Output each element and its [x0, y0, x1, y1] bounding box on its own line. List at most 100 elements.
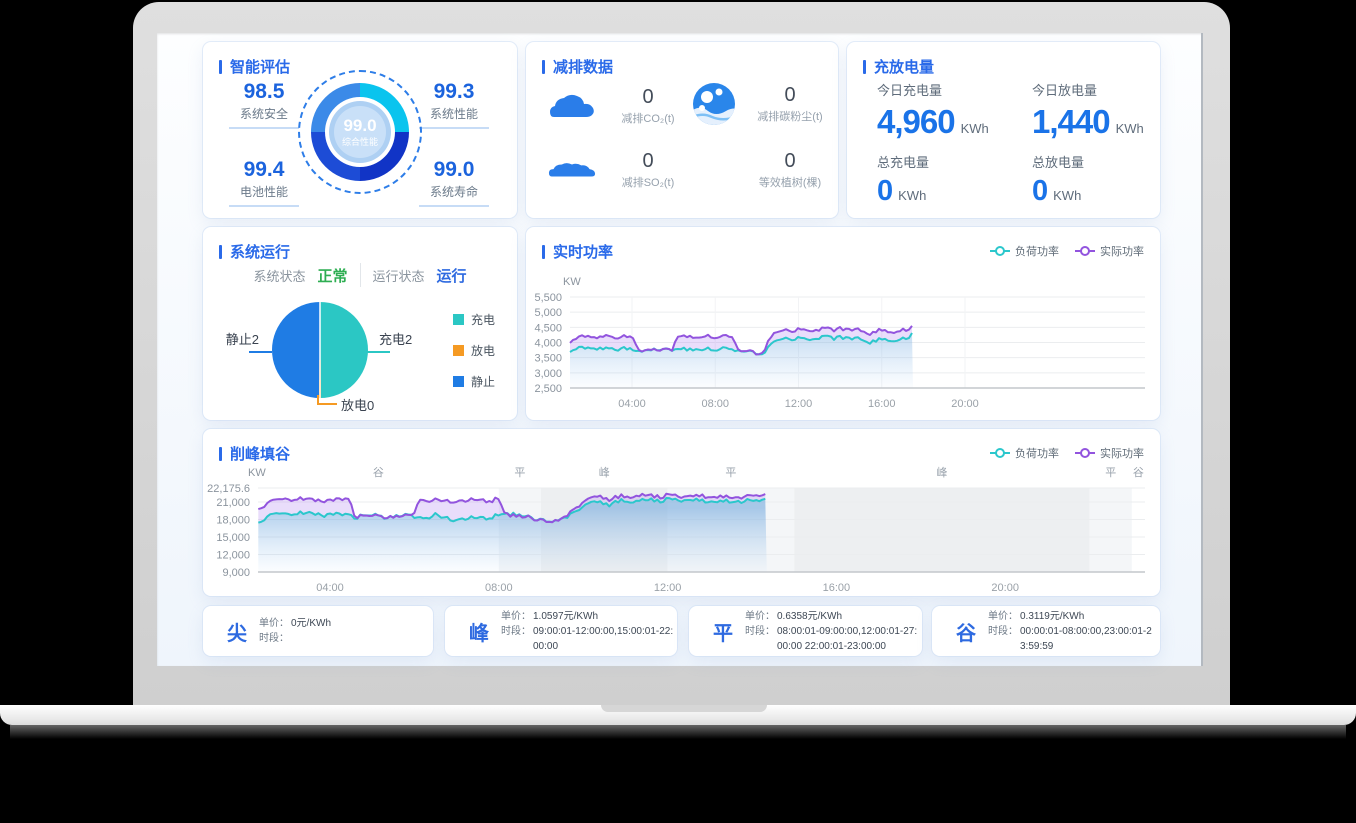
gauge-dashed-ring — [298, 70, 422, 194]
svg-text:12,000: 12,000 — [216, 550, 250, 562]
svg-text:5,000: 5,000 — [534, 307, 562, 319]
emission-value: 0 — [642, 86, 654, 108]
gauge-value: 99.0 — [343, 115, 377, 135]
stat-unit: KWh — [1115, 121, 1144, 136]
period-label: 时段： — [745, 625, 775, 637]
metric-label: 系统寿命 — [429, 185, 478, 199]
legend-item-idle[interactable]: 静止 — [453, 373, 495, 390]
stat-today-discharge: 今日放电量 1,440 KWh — [1032, 80, 1144, 141]
card-title-text: 削峰填谷 — [230, 446, 291, 463]
price-label: 单价： — [259, 618, 289, 629]
laptop-base-notch — [601, 705, 767, 712]
svg-text:16:00: 16:00 — [868, 398, 896, 410]
price-value: 1.0597元/KWh — [533, 610, 599, 622]
period-value: 00:00:01-08:00:00,23:00:01-23:59:59 — [1020, 625, 1152, 652]
title-accent-bar — [863, 59, 866, 74]
price-card-sharp: 尖 单价： 0元/KWh 时段： — [203, 606, 433, 656]
price-label: 单价： — [501, 610, 531, 622]
svg-text:08:00: 08:00 — [485, 582, 513, 594]
legend-item-load-power[interactable]: 负荷功率 — [990, 445, 1059, 461]
card-system-run: 系统运行 系统状态 正常 运行状态 运行 静止2 充电2 放电0 充电 放电 静… — [203, 227, 517, 420]
line-marker-icon — [990, 246, 1010, 256]
svg-text:峰: 峰 — [599, 466, 610, 479]
legend-item-actual-power[interactable]: 实际功率 — [1075, 445, 1144, 461]
title-accent-bar — [219, 244, 222, 259]
metric-value: 99.3 — [433, 80, 475, 103]
svg-text:平: 平 — [1105, 467, 1116, 479]
legend-item-discharge[interactable]: 放电 — [453, 342, 495, 359]
emission-value: 0 — [784, 150, 796, 172]
title-accent-bar — [219, 446, 222, 461]
card-emission-reduction: 减排数据 0 减排CO₂(t) — [526, 42, 838, 218]
svg-text:谷: 谷 — [1133, 466, 1144, 479]
legend-label: 充电 — [471, 313, 496, 327]
legend-label: 负荷功率 — [1015, 246, 1059, 258]
line-marker-icon — [1075, 246, 1095, 256]
svg-text:峰: 峰 — [936, 466, 947, 479]
metric-value: 99.0 — [433, 158, 475, 181]
emission-so2-item: 0 减排SO₂(t) — [548, 150, 692, 190]
svg-text:KW: KW — [563, 276, 581, 288]
svg-text:平: 平 — [725, 467, 736, 479]
legend-item-charge[interactable]: 充电 — [453, 311, 495, 328]
period-value: 08:00:01-09:00:00,12:00:01-27:00:00 22:0… — [777, 625, 918, 652]
stat-unit: KWh — [1053, 188, 1082, 203]
emission-co2-item: 0 减排CO₂(t) — [548, 86, 692, 126]
card-title: 减排数据 — [542, 56, 613, 77]
period-value: 09:00:01-12:00:00,15:00:01-22:00:00 — [533, 625, 674, 652]
svg-text:04:00: 04:00 — [618, 398, 646, 410]
period-label: 时段： — [259, 633, 289, 644]
svg-text:5,500: 5,500 — [534, 292, 562, 304]
title-accent-bar — [542, 59, 545, 74]
card-title: 智能评估 — [219, 56, 290, 77]
gauge-center: 99.0 综合性能 — [334, 106, 386, 158]
laptop-base — [0, 705, 1356, 725]
title-accent-bar — [219, 59, 222, 74]
card-title-text: 充放电量 — [874, 59, 935, 76]
price-value: 0.6358元/KWh — [777, 610, 843, 622]
metric-label: 系统安全 — [239, 107, 288, 121]
legend-item-actual-power[interactable]: 实际功率 — [1075, 243, 1144, 259]
gauge-label: 综合性能 — [341, 136, 378, 147]
emission-value: 0 — [642, 150, 654, 172]
svg-text:22,175.6: 22,175.6 — [207, 483, 250, 495]
price-card-flat: 平 单价： 0.6358元/KWh 时段： 08:00:01-09:00:00,12… — [689, 606, 922, 656]
overall-score-gauge: 99.0 综合性能 — [298, 70, 422, 194]
cloud-icon — [548, 91, 596, 121]
realtime-chart-legend: 负荷功率 实际功率 — [990, 243, 1144, 259]
stat-total-discharge: 总放电量 0 KWh — [1032, 152, 1084, 208]
card-intelligent-assessment: 智能评估 98.5 系统安全 99.3 系统性能 99.4 电池性能 99.0 … — [203, 42, 517, 218]
tariff-tier: 平 — [713, 622, 733, 645]
stat-value: 0 — [1032, 175, 1048, 207]
line-marker-icon — [990, 448, 1010, 458]
stat-value: 4,960 — [877, 103, 956, 140]
card-title: 充放电量 — [863, 56, 934, 77]
tariff-tier: 尖 — [227, 622, 247, 645]
tariff-tier: 谷 — [956, 622, 976, 645]
stat-label: 总放电量 — [1032, 155, 1085, 170]
pie-callout-line — [249, 351, 272, 353]
metric-label: 电池性能 — [239, 185, 288, 199]
legend-item-load-power[interactable]: 负荷功率 — [990, 243, 1059, 259]
price-label: 单价： — [988, 610, 1018, 622]
peak-chart-legend: 负荷功率 实际功率 — [990, 445, 1144, 461]
svg-text:2,500: 2,500 — [534, 383, 562, 395]
metric-battery-performance: 99.4 电池性能 — [229, 158, 299, 207]
svg-text:08:00: 08:00 — [701, 398, 729, 410]
svg-text:4,000: 4,000 — [534, 338, 562, 350]
emission-dust-item: 0 减排碳粉尘(t) — [690, 82, 834, 126]
period-label: 时段： — [501, 625, 531, 637]
legend-swatch — [453, 314, 464, 325]
dust-icon — [690, 82, 738, 126]
pie-callout-line — [317, 403, 337, 405]
run-status-label: 运行状态 — [372, 268, 425, 284]
pie-label-charge: 充电2 — [379, 332, 413, 347]
svg-text:KW: KW — [248, 467, 266, 479]
svg-text:3,000: 3,000 — [534, 368, 562, 380]
peak-valley-chart: 谷 平 峰 平 峰 平 谷 22,175.6 21,000 18,000 15,000 12,000 9… — [207, 466, 1145, 594]
card-title: 系统运行 — [219, 241, 290, 262]
system-status-label: 系统状态 — [253, 268, 306, 284]
emission-tree-item: 0 等效植树(棵) — [690, 150, 834, 190]
pie-legend: 充电 放电 静止 — [453, 311, 495, 390]
